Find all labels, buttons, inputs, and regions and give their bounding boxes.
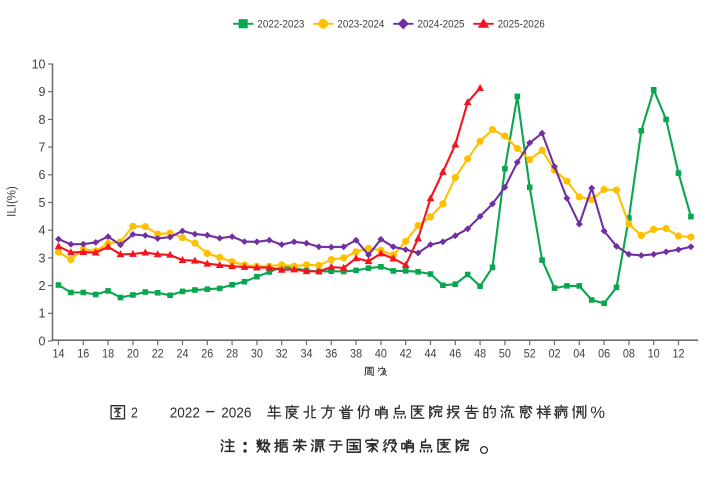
svg-text:1: 1 (39, 307, 46, 321)
svg-text:2024-2025: 2024-2025 (418, 19, 465, 31)
svg-text:0: 0 (39, 334, 46, 348)
svg-text:ILI(%): ILI(%) (7, 186, 19, 217)
svg-text:08: 08 (623, 346, 635, 360)
svg-text:34: 34 (301, 346, 313, 360)
svg-text:2: 2 (39, 279, 46, 293)
svg-text:18: 18 (102, 346, 114, 360)
svg-text:2023-2024: 2023-2024 (337, 19, 384, 31)
svg-text:16: 16 (77, 346, 89, 360)
svg-text:10: 10 (32, 57, 46, 71)
svg-text:48: 48 (474, 346, 486, 360)
svg-text:2022: 2022 (170, 405, 200, 422)
svg-text:30: 30 (251, 346, 263, 360)
svg-text:12: 12 (673, 346, 685, 360)
svg-text:9: 9 (39, 85, 46, 99)
svg-text:44: 44 (425, 346, 437, 360)
svg-text:2025-2026: 2025-2026 (498, 19, 545, 31)
svg-text:8: 8 (39, 113, 46, 127)
svg-text:2: 2 (131, 405, 138, 422)
svg-text:32: 32 (276, 346, 288, 360)
svg-text:2022-2023: 2022-2023 (257, 19, 304, 31)
svg-text:02: 02 (549, 346, 561, 360)
svg-text:26: 26 (201, 346, 213, 360)
svg-text:7: 7 (39, 141, 46, 155)
svg-text:6: 6 (39, 168, 46, 182)
svg-text:24: 24 (177, 346, 189, 360)
svg-text:%: % (590, 404, 605, 422)
svg-text:4: 4 (39, 224, 46, 238)
svg-text:20: 20 (127, 346, 139, 360)
svg-text:36: 36 (325, 346, 337, 360)
svg-text:04: 04 (573, 346, 585, 360)
svg-text:28: 28 (226, 346, 238, 360)
svg-text:42: 42 (400, 346, 412, 360)
svg-text:10: 10 (648, 346, 660, 360)
svg-text:14: 14 (53, 346, 65, 360)
svg-text:3: 3 (39, 251, 46, 265)
svg-text:40: 40 (375, 346, 387, 360)
svg-text:5: 5 (39, 196, 46, 210)
svg-text:06: 06 (598, 346, 610, 360)
svg-text:46: 46 (449, 346, 461, 360)
svg-text:52: 52 (524, 346, 536, 360)
svg-text:22: 22 (152, 346, 164, 360)
svg-text:38: 38 (350, 346, 362, 360)
svg-text:2026: 2026 (221, 405, 251, 422)
svg-text:50: 50 (499, 346, 511, 360)
